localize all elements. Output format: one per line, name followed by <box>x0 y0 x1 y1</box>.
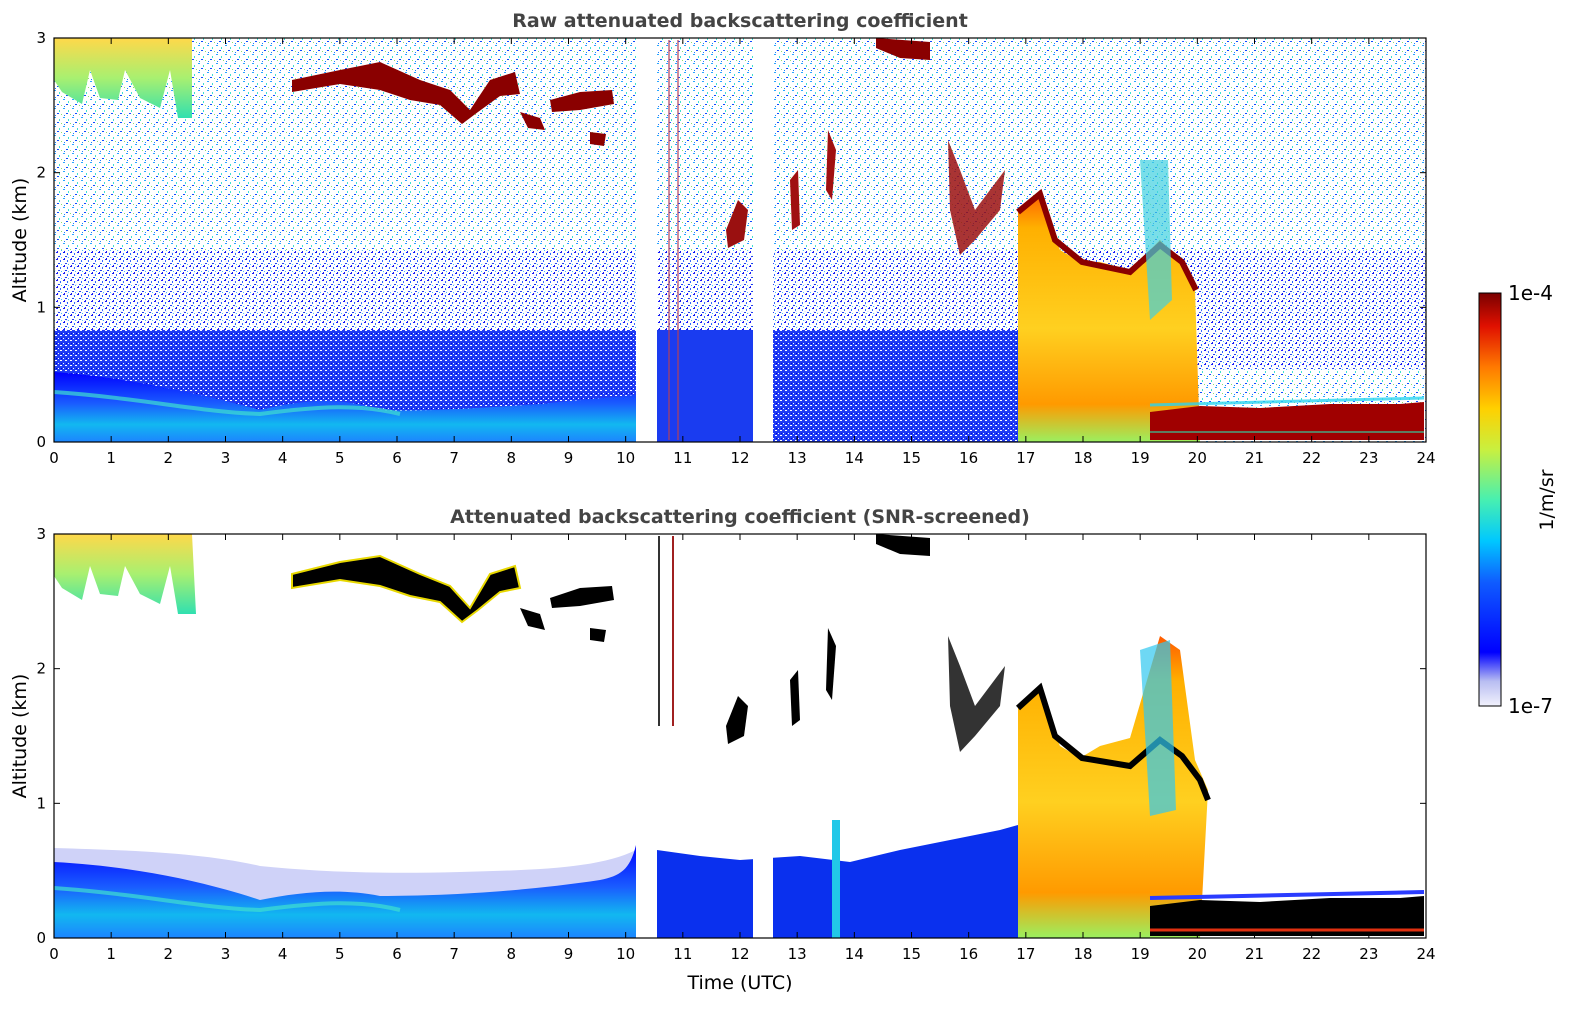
x-tick-label: 19 <box>1131 449 1150 467</box>
raw-backscatter-heatmap <box>54 38 1426 442</box>
colorbar-max-label: 1e-4 <box>1508 281 1553 305</box>
colorbar-gradient <box>1478 292 1502 707</box>
y-tick-label: 2 <box>36 660 46 678</box>
x-tick-label: 6 <box>392 945 402 963</box>
x-tick-label: 10 <box>616 945 635 963</box>
x-tick-label: 7 <box>449 945 459 963</box>
y-tick-label: 3 <box>36 29 46 47</box>
colorbar: 1e-4 1e-7 1/m/sr <box>1478 281 1558 718</box>
chart-title: Raw attenuated backscattering coefficien… <box>512 10 968 32</box>
x-tick-label: 12 <box>730 945 749 963</box>
x-tick-label: 2 <box>164 945 174 963</box>
x-tick-label: 5 <box>335 449 345 467</box>
x-tick-label: 21 <box>1245 449 1264 467</box>
y-axis-ticks: 0 1 2 3 <box>36 29 1426 451</box>
x-tick-label: 21 <box>1245 945 1264 963</box>
x-axis-ticks: 0 1 2 3 4 5 6 7 8 9 10 11 12 13 14 15 16 17 18 19 20 21 22 23 24 <box>49 38 1436 467</box>
x-tick-label: 3 <box>221 945 231 963</box>
y-tick-label: 2 <box>36 164 46 182</box>
y-tick-label: 3 <box>36 525 46 543</box>
x-tick-label: 18 <box>1073 449 1092 467</box>
x-tick-label: 14 <box>845 449 864 467</box>
y-tick-label: 1 <box>36 298 46 316</box>
x-tick-label: 0 <box>49 449 59 467</box>
x-tick-label: 23 <box>1359 449 1378 467</box>
y-tick-label: 0 <box>36 929 46 947</box>
x-tick-label: 6 <box>392 449 402 467</box>
x-tick-label: 2 <box>164 449 174 467</box>
x-tick-label: 4 <box>278 449 288 467</box>
x-tick-label: 8 <box>507 449 517 467</box>
x-tick-label: 15 <box>902 449 921 467</box>
x-tick-label: 22 <box>1302 449 1321 467</box>
x-tick-label: 24 <box>1416 945 1435 963</box>
y-axis-label: Altitude (km) <box>9 178 31 303</box>
x-tick-label: 7 <box>449 449 459 467</box>
x-tick-label: 12 <box>730 449 749 467</box>
snr-screened-heatmap <box>54 534 1426 938</box>
raw-backscatter-panel: Raw attenuated backscattering coefficien… <box>9 10 1436 467</box>
snr-screened-panel: Attenuated backscattering coefficient (S… <box>9 506 1436 994</box>
x-tick-label: 20 <box>1188 449 1207 467</box>
x-axis-ticks: 0 1 2 3 4 5 6 7 8 9 10 11 12 13 14 15 16 17 18 19 20 21 22 23 24 <box>49 534 1436 963</box>
y-tick-label: 0 <box>36 433 46 451</box>
y-tick-label: 1 <box>36 794 46 812</box>
x-tick-label: 16 <box>959 945 978 963</box>
x-tick-label: 8 <box>507 945 517 963</box>
chart-title: Attenuated backscattering coefficient (S… <box>450 506 1030 528</box>
x-tick-label: 9 <box>564 449 574 467</box>
x-tick-label: 17 <box>1016 449 1035 467</box>
x-tick-label: 19 <box>1131 945 1150 963</box>
x-axis-label: Time (UTC) <box>686 972 792 994</box>
x-tick-label: 17 <box>1016 945 1035 963</box>
x-tick-label: 15 <box>902 945 921 963</box>
x-tick-label: 11 <box>673 449 692 467</box>
x-tick-label: 18 <box>1073 945 1092 963</box>
y-axis-label: Altitude (km) <box>9 674 31 799</box>
x-tick-label: 13 <box>788 945 807 963</box>
x-tick-label: 3 <box>221 449 231 467</box>
x-tick-label: 11 <box>673 945 692 963</box>
x-tick-label: 24 <box>1416 449 1435 467</box>
x-tick-label: 0 <box>49 945 59 963</box>
x-tick-label: 16 <box>959 449 978 467</box>
y-axis-ticks: 0 1 2 3 <box>36 525 1426 947</box>
x-tick-label: 22 <box>1302 945 1321 963</box>
x-tick-label: 10 <box>616 449 635 467</box>
x-tick-label: 1 <box>106 449 116 467</box>
x-tick-label: 5 <box>335 945 345 963</box>
x-tick-label: 20 <box>1188 945 1207 963</box>
x-tick-label: 9 <box>564 945 574 963</box>
x-tick-label: 23 <box>1359 945 1378 963</box>
x-tick-label: 14 <box>845 945 864 963</box>
colorbar-unit-label: 1/m/sr <box>1536 469 1558 530</box>
x-tick-label: 4 <box>278 945 288 963</box>
colorbar-min-label: 1e-7 <box>1508 694 1553 718</box>
x-tick-label: 13 <box>788 449 807 467</box>
x-tick-label: 1 <box>106 945 116 963</box>
